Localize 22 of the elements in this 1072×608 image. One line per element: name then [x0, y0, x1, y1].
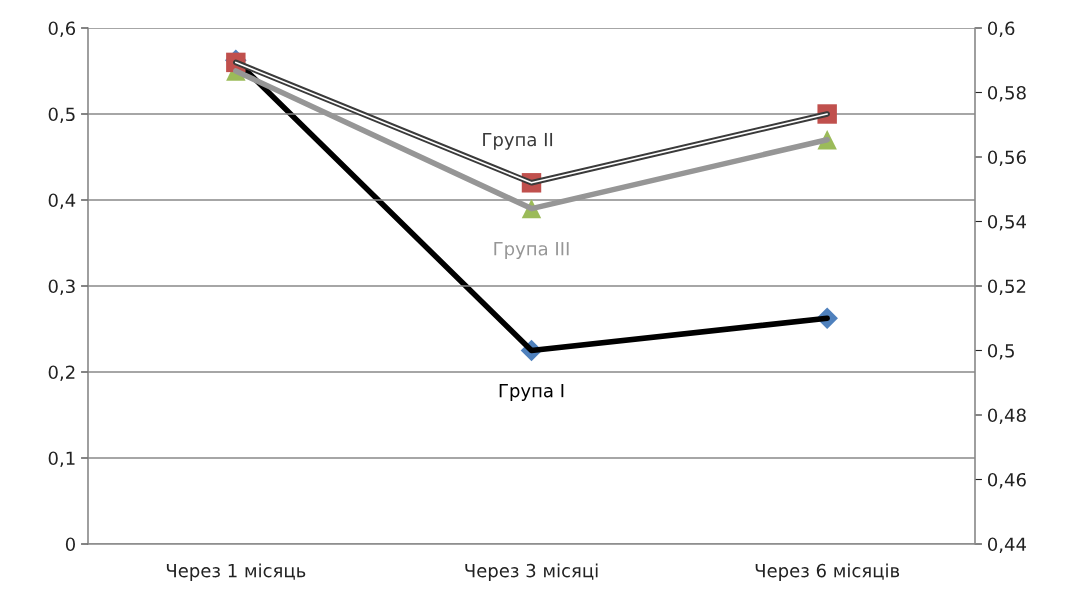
y2-tick-label: 0,52 — [988, 279, 1026, 295]
y-tick-label: 0,6 — [48, 21, 76, 37]
y2-tick-label: 0,56 — [988, 150, 1026, 166]
x-tick-label: Через 6 місяців — [755, 563, 900, 581]
y2-tick-label: 0,44 — [988, 537, 1026, 553]
y2-tick-label: 0,46 — [988, 472, 1026, 489]
y-tick-label: 0 — [65, 537, 75, 552]
y2-tick-label: 0,6 — [988, 21, 1015, 37]
y2-tick-label: 0,5 — [988, 343, 1014, 360]
y-tick-label: 0,2 — [48, 365, 75, 381]
y-tick-label: 0,1 — [48, 451, 75, 467]
y2-tick-label: 0,54 — [988, 214, 1026, 231]
y-tick-label: 0,5 — [48, 107, 75, 123]
series-label: Група III — [494, 242, 569, 259]
y-tick-label: 0,4 — [48, 193, 76, 209]
y2-tick-label: 0,48 — [988, 408, 1026, 424]
y2-tick-label: 0,58 — [988, 85, 1026, 102]
x-tick-label: Через 1 місяць — [166, 563, 306, 581]
series-label: Група II — [483, 132, 553, 150]
y-tick-label: 0,3 — [48, 279, 75, 295]
x-tick-label: Через 3 місяці — [465, 563, 598, 581]
series-label: Група I — [499, 383, 564, 401]
